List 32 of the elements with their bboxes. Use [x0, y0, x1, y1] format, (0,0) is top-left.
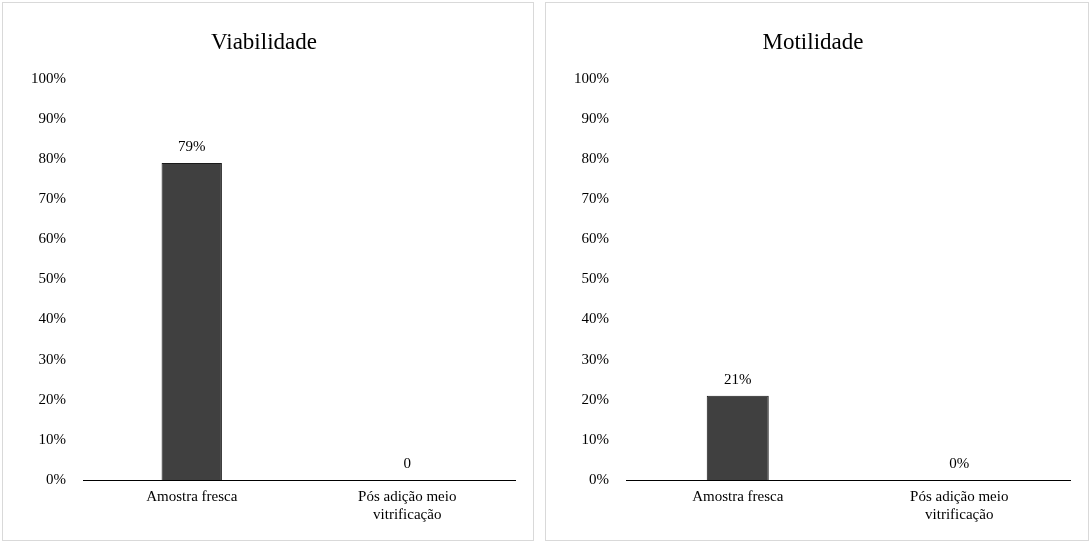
y-tick-label: 60% [581, 230, 609, 247]
data-label: 21% [724, 371, 752, 388]
y-tick-label: 90% [581, 109, 609, 126]
chart-title: Motilidade [762, 28, 864, 54]
y-tick-label: 10% [581, 430, 609, 447]
y-tick-label: 90% [38, 109, 66, 126]
y-tick-label: 100% [31, 69, 66, 86]
x-tick-label: Amostra fresca [692, 487, 784, 504]
data-label: 0% [949, 455, 970, 472]
y-tick-label: 70% [38, 189, 66, 206]
y-tick-label: 80% [581, 149, 609, 166]
data-label: 0 [403, 455, 411, 472]
y-tick-label: 30% [38, 350, 66, 367]
y-tick-label: 60% [38, 230, 66, 247]
x-tick-label: Amostra fresca [146, 487, 238, 504]
y-tick-label: 0% [46, 470, 66, 487]
y-tick-label: 10% [38, 430, 66, 447]
x-tick-label: Pós adição meio vitrificação [910, 487, 1009, 522]
y-tick-label: 50% [38, 270, 66, 287]
y-tick-label: 40% [38, 310, 66, 327]
x-tick-label: Pós adição meio vitrificação [358, 487, 457, 522]
y-tick-label: 20% [581, 390, 609, 407]
y-tick-label: 40% [581, 310, 609, 327]
y-tick-label: 30% [581, 350, 609, 367]
y-tick-label: 20% [38, 390, 66, 407]
y-tick-label: 0% [589, 470, 609, 487]
y-tick-label: 80% [38, 149, 66, 166]
y-tick-label: 70% [581, 189, 609, 206]
data-label: 79% [178, 138, 206, 155]
y-tick-label: 50% [581, 270, 609, 287]
chart-title: Viabilidade [211, 28, 317, 54]
y-tick-label: 100% [574, 69, 609, 86]
